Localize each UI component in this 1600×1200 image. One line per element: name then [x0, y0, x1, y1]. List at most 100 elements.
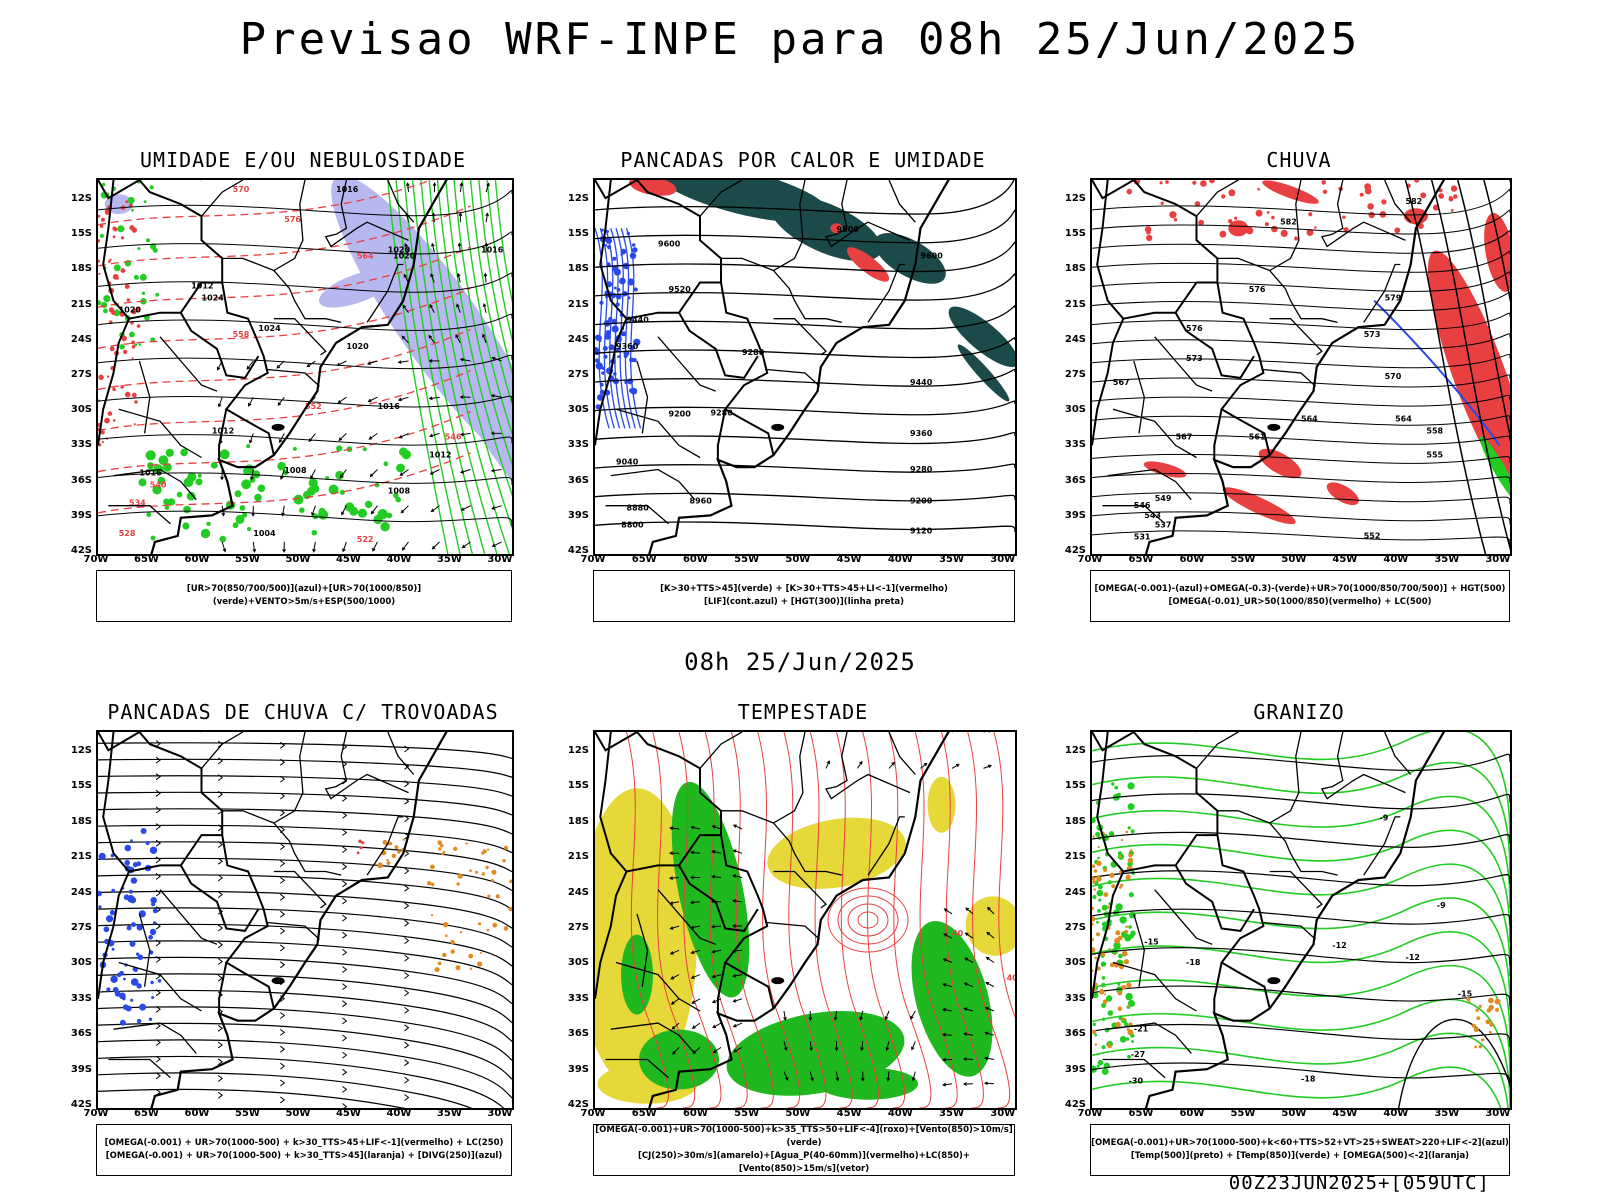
wind-vector [459, 432, 471, 437]
wind-vector [783, 1071, 789, 1081]
lat-tick-label: 39S [70, 1063, 92, 1075]
stream-arrow [155, 989, 161, 997]
state-border [636, 360, 649, 434]
contour-line [1092, 250, 1510, 273]
state-border [272, 180, 342, 324]
humidity-low-spots-dot [246, 444, 251, 449]
streamline-850 [731, 732, 774, 1108]
lif-spots-dot [623, 354, 628, 359]
contour-label: 534 [129, 499, 146, 508]
rain-spots-dot [1234, 216, 1238, 220]
temp850-spots-dot [1125, 1037, 1130, 1041]
wind-vector [941, 1032, 953, 1037]
humidity-contour [420, 180, 498, 554]
wind-vector [308, 433, 316, 443]
wind-vector [429, 432, 440, 438]
contour-line [98, 313, 512, 331]
contour-label: 9600 [921, 251, 944, 260]
rain-area-patch [1262, 180, 1319, 204]
lif-spots-dot [606, 230, 610, 233]
state-border [159, 336, 218, 392]
divergence-blue-dot [150, 980, 154, 985]
humidity-low-spots-dot [399, 447, 408, 457]
humidity-contour [411, 180, 486, 554]
omega500-orange-dot [1095, 932, 1101, 937]
anticyclone-ring [847, 903, 889, 937]
divergence-blue-dot [130, 978, 139, 986]
humidity-low-spots-dot [167, 498, 176, 506]
map-graphic-p3: 582 582 576 579 576 573 573 567 570 564 567 564 561 5… [1092, 180, 1510, 554]
geography-outline [98, 732, 448, 1108]
temp850-spots-dot [1129, 933, 1134, 939]
wind-vector [985, 982, 995, 988]
valid-time-label: 08h 25/Jun/2025 [684, 648, 916, 676]
lat-tick-label: 30S [70, 404, 92, 416]
omega500-orange-dot [1092, 916, 1096, 922]
contour-label: 1008 [388, 487, 411, 496]
contour-label: -27 [1131, 1050, 1145, 1059]
omega500-orange-dot [1122, 950, 1128, 957]
temp850-spots-dot [1107, 1010, 1114, 1016]
geography-outline [98, 180, 448, 554]
state-border [1196, 732, 1239, 769]
omega500-orange-dot [1107, 1042, 1110, 1045]
wind-vector [431, 242, 435, 253]
lif-spots-dot [601, 371, 605, 375]
wind-vector [338, 433, 347, 442]
temp850-spots-dot [1127, 1054, 1131, 1059]
temp850-spots-dot [1117, 851, 1122, 856]
contour-label: 567 [1113, 378, 1130, 387]
contour-label: 9360 [616, 342, 639, 351]
humidity-low-spots-dot [186, 491, 196, 501]
state-border [1269, 870, 1323, 909]
omega500-orange-east-dot [1488, 1030, 1492, 1034]
wind-vector [246, 360, 254, 370]
lif-spots-dot [601, 366, 606, 370]
stream-arrow [342, 1017, 348, 1025]
rain-spots-dot [1438, 193, 1445, 199]
lat-tick-label: 39S [1064, 509, 1086, 521]
streamline [98, 907, 512, 948]
omega500-orange [1092, 830, 1134, 1049]
lat-tick-label: 33S [1064, 992, 1086, 1004]
temp850-green [1092, 732, 1510, 1108]
state-border [1363, 816, 1401, 876]
state-border [1112, 408, 1197, 459]
wind-vector [460, 505, 471, 511]
humidity-low-spots-dot [145, 450, 156, 461]
lat-tick-label: 27S [70, 922, 92, 933]
wind-vector [711, 974, 722, 979]
lon-tick-label: 60W [184, 554, 210, 565]
humidity-low-spots-dot [138, 478, 147, 487]
lat-tick-label: 33S [567, 992, 589, 1004]
stream-arrow [155, 856, 161, 864]
state-border [867, 263, 905, 323]
humidity-contour [453, 180, 512, 466]
contour-line [1092, 353, 1510, 369]
thickness-andes-dot [125, 200, 129, 204]
temp850-contour [1092, 761, 1510, 875]
contour-line [595, 432, 1015, 445]
lat-tick-label: 18S [70, 815, 92, 827]
streamline-850 [888, 732, 932, 1108]
lon-tick-label: 70W [83, 554, 109, 565]
temp850-contour [1092, 1032, 1509, 1108]
legend-line: [OMEGA(-0.001) + UR>70(1000-500) + k>30_… [105, 1151, 503, 1161]
state-border [867, 816, 905, 876]
contour-label: 573 [1364, 330, 1381, 339]
contour-line [1092, 511, 1510, 525]
temp850-spots-dot [1107, 880, 1112, 885]
state-border [721, 257, 774, 272]
lif-spots-dot [629, 357, 634, 363]
humidity-low-spots-dot [242, 512, 248, 518]
convection-orange-north [377, 838, 406, 869]
state-border [1217, 810, 1270, 824]
temp850-contour [1092, 732, 1510, 841]
lat-tick-label: 24S [1064, 886, 1086, 898]
omega500-orange-east-dot [1476, 1016, 1481, 1020]
state-border [118, 961, 202, 1012]
coastline [648, 180, 950, 554]
lon-tick-label: 60W [682, 1108, 708, 1119]
contour-label: 576 [1249, 285, 1266, 294]
humidity-low-spots-dot [362, 447, 367, 452]
